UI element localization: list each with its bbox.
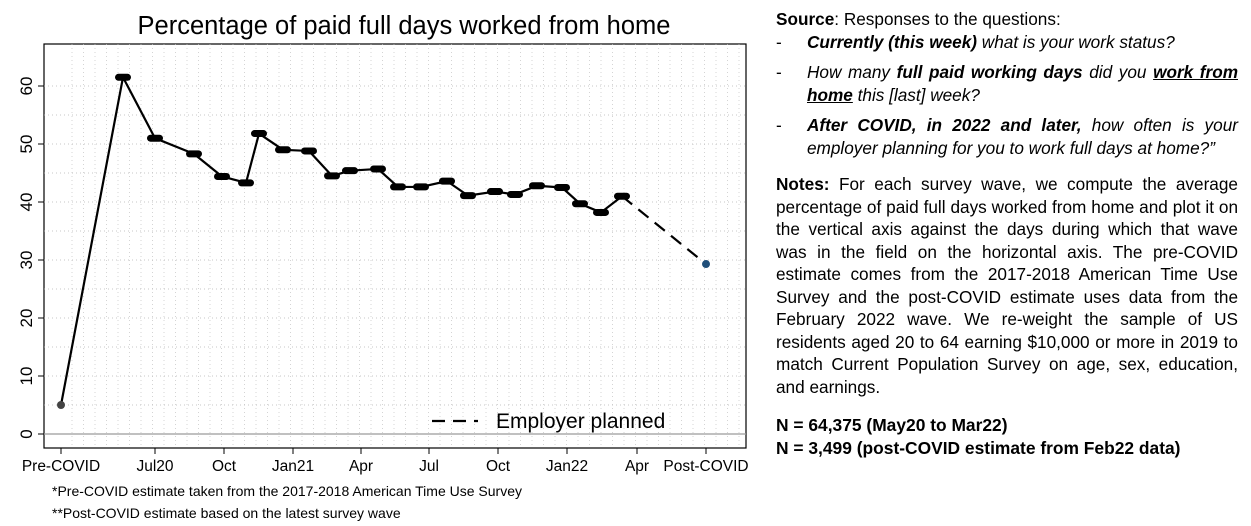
x-tick-label: Jan22	[546, 458, 588, 475]
axes: 0 10 20 30 40 50 60 Pre-COVID Jul20 Oct Jan21 Apr Ju…	[17, 77, 749, 475]
notes-label: Notes:	[776, 174, 830, 194]
plot-frame	[43, 43, 747, 449]
wave-point	[460, 192, 476, 200]
question-3: - After COVID, in 2022 and later, how oft…	[776, 114, 1238, 159]
wave-point	[238, 179, 254, 187]
question-1: - Currently (this week) what is your work…	[776, 31, 1238, 54]
legend: Employer planned	[432, 410, 665, 433]
y-tick-label: 50	[17, 135, 36, 154]
wave-point	[593, 208, 609, 216]
q3-bold: After COVID, in 2022 and later,	[807, 115, 1082, 135]
wave-point	[529, 182, 545, 190]
bullet-dash: -	[776, 115, 782, 135]
x-tick-label: Jan21	[272, 458, 314, 475]
right-panel: Source: Responses to the questions: - Cur…	[776, 8, 1238, 459]
employer-planned-line	[621, 195, 707, 265]
data-markers	[57, 73, 710, 409]
x-tick-label: Jul20	[136, 458, 173, 475]
n-post-covid: N = 3,499 (post-COVID estimate from Feb2…	[776, 437, 1181, 458]
q2-c: did you	[1082, 62, 1154, 82]
chart: Percentage of paid full days worked from…	[17, 12, 749, 521]
sample-sizes: N = 64,375 (May20 to Mar22) N = 3,499 (p…	[776, 414, 1238, 459]
wave-point	[251, 130, 267, 138]
wave-point	[572, 200, 588, 208]
wave-point	[439, 177, 455, 185]
x-tick-label: Oct	[212, 458, 237, 475]
x-tick-label: Apr	[349, 458, 373, 475]
q1-rest: what is your work status?	[977, 31, 1175, 52]
q2-d: work from home	[807, 62, 1238, 105]
notes: Notes: For each survey wave, we compute …	[776, 173, 1238, 398]
wave-point	[301, 147, 317, 155]
wave-point	[413, 183, 429, 191]
n-may20-mar22: N = 64,375 (May20 to Mar22)	[776, 415, 1008, 435]
source-line: Source: Responses to the questions:	[776, 8, 1238, 31]
wave-point	[324, 172, 340, 180]
wave-point	[487, 188, 503, 196]
wave-point	[186, 150, 202, 158]
gridlines	[44, 44, 746, 448]
wave-point	[507, 190, 523, 198]
x-tick-label: Pre-COVID	[22, 458, 100, 475]
q2-e: this [last] week?	[852, 84, 980, 105]
survey-series-line	[59, 76, 623, 406]
wave-point	[342, 167, 358, 175]
x-tick-label: Jul	[419, 458, 439, 475]
wave-point	[214, 172, 230, 180]
y-tick-label: 20	[17, 309, 36, 328]
series-lines	[59, 76, 707, 406]
wave-point	[147, 134, 163, 142]
legend-label: Employer planned	[496, 410, 665, 433]
post-covid-point	[702, 260, 710, 269]
notes-text: For each survey wave, we compute the ave…	[776, 174, 1238, 397]
y-tick-label: 40	[17, 193, 36, 212]
bullet-dash: -	[776, 31, 782, 52]
y-tick-label: 60	[17, 77, 36, 96]
footnote-post-covid: **Post-COVID estimate based on the lates…	[52, 505, 401, 521]
question-2: - How many full paid working days did you…	[776, 61, 1238, 106]
wave-point	[275, 146, 291, 154]
wave-point	[390, 183, 406, 191]
footnote-pre-covid: *Pre-COVID estimate taken from the 2017-…	[52, 483, 522, 499]
source-label: Source	[776, 9, 835, 29]
q2-b: full paid working days	[896, 62, 1083, 82]
wave-point	[554, 184, 570, 191]
wave-point	[614, 192, 630, 200]
q3-rest: how often is your employer planning for …	[807, 115, 1238, 158]
q1-bold: Currently (this week)	[807, 31, 978, 52]
q2-a: How many	[807, 62, 897, 82]
wave-point	[115, 73, 131, 81]
question-list: - Currently (this week) what is your work…	[776, 31, 1238, 160]
x-tick-label: Post-COVID	[663, 458, 748, 475]
x-tick-label: Apr	[625, 458, 649, 475]
y-tick-label: 10	[17, 367, 36, 386]
pre-covid-point	[57, 401, 65, 409]
y-tick-label: 30	[17, 251, 36, 270]
source-rest: : Responses to the questions:	[834, 9, 1061, 29]
wave-point	[370, 165, 386, 173]
chart-title: Percentage of paid full days worked from…	[138, 12, 671, 40]
x-tick-label: Oct	[486, 458, 511, 475]
bullet-dash: -	[776, 62, 782, 82]
y-tick-label: 0	[17, 429, 36, 438]
